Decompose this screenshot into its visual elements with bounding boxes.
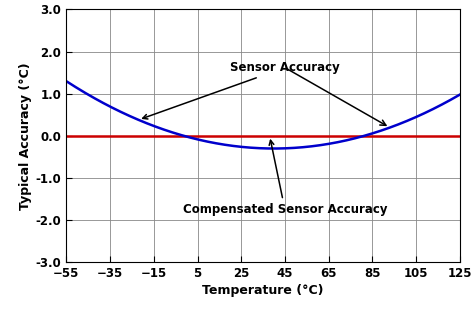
Text: Sensor Accuracy: Sensor Accuracy [143,61,340,119]
X-axis label: Temperature (°C): Temperature (°C) [202,284,324,297]
Text: Compensated Sensor Accuracy: Compensated Sensor Accuracy [182,140,387,216]
Y-axis label: Typical Accuracy (°C): Typical Accuracy (°C) [18,62,32,210]
